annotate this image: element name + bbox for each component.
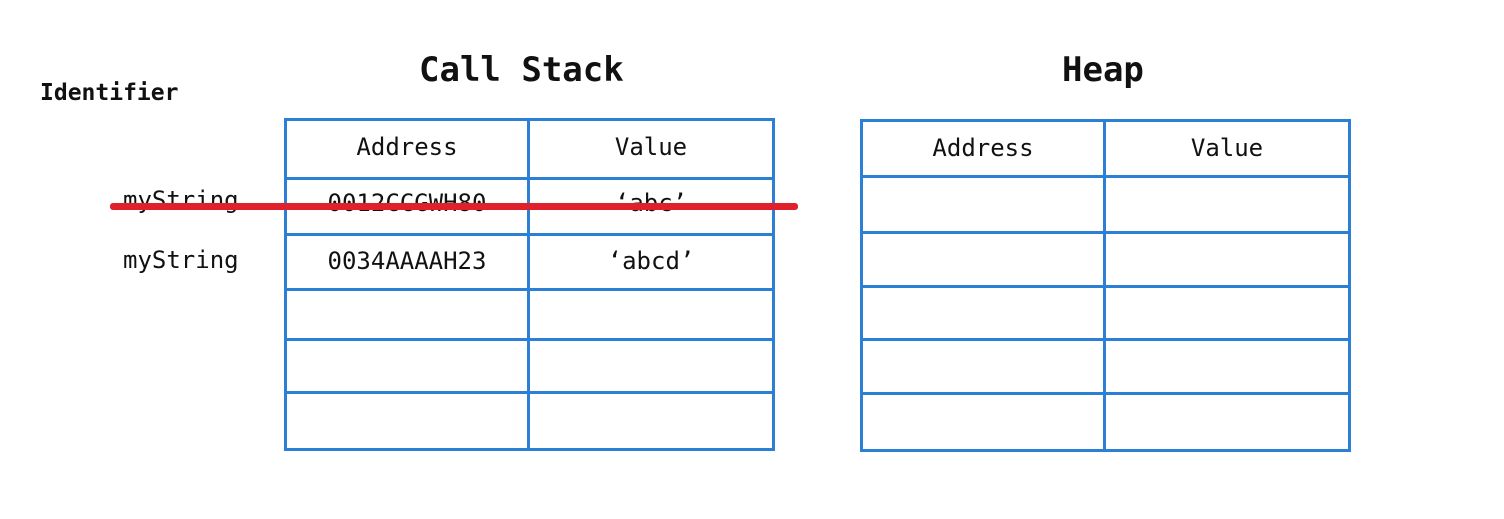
identifier-heading: Identifier — [40, 80, 179, 106]
stack-value-cell: ‘abcd’ — [607, 247, 695, 275]
heap-value-header: Value — [1190, 134, 1264, 162]
call-stack-title: Call Stack — [419, 50, 624, 90]
row-divider — [287, 391, 772, 394]
row-divider — [287, 288, 772, 291]
row-divider — [863, 338, 1348, 341]
heap-table: Address Value — [860, 119, 1351, 452]
row-divider — [287, 233, 772, 236]
row-divider — [863, 392, 1348, 395]
strikethrough-line — [110, 203, 798, 210]
row-divider — [287, 177, 772, 180]
column-divider — [527, 121, 530, 448]
stack-address-cell: 0034AAAAH23 — [327, 247, 487, 275]
stack-address-header: Address — [356, 133, 458, 161]
call-stack-table: Address Value 0012CCGWH80 ‘abc’ 0034AAAA… — [284, 118, 775, 451]
row-divider — [287, 338, 772, 341]
row-divider — [863, 175, 1348, 178]
stack-value-header: Value — [614, 133, 688, 161]
identifier-label: myString — [123, 246, 239, 274]
row-divider — [863, 231, 1348, 234]
heap-address-header: Address — [932, 134, 1034, 162]
row-divider — [863, 285, 1348, 288]
heap-title: Heap — [1062, 50, 1144, 90]
